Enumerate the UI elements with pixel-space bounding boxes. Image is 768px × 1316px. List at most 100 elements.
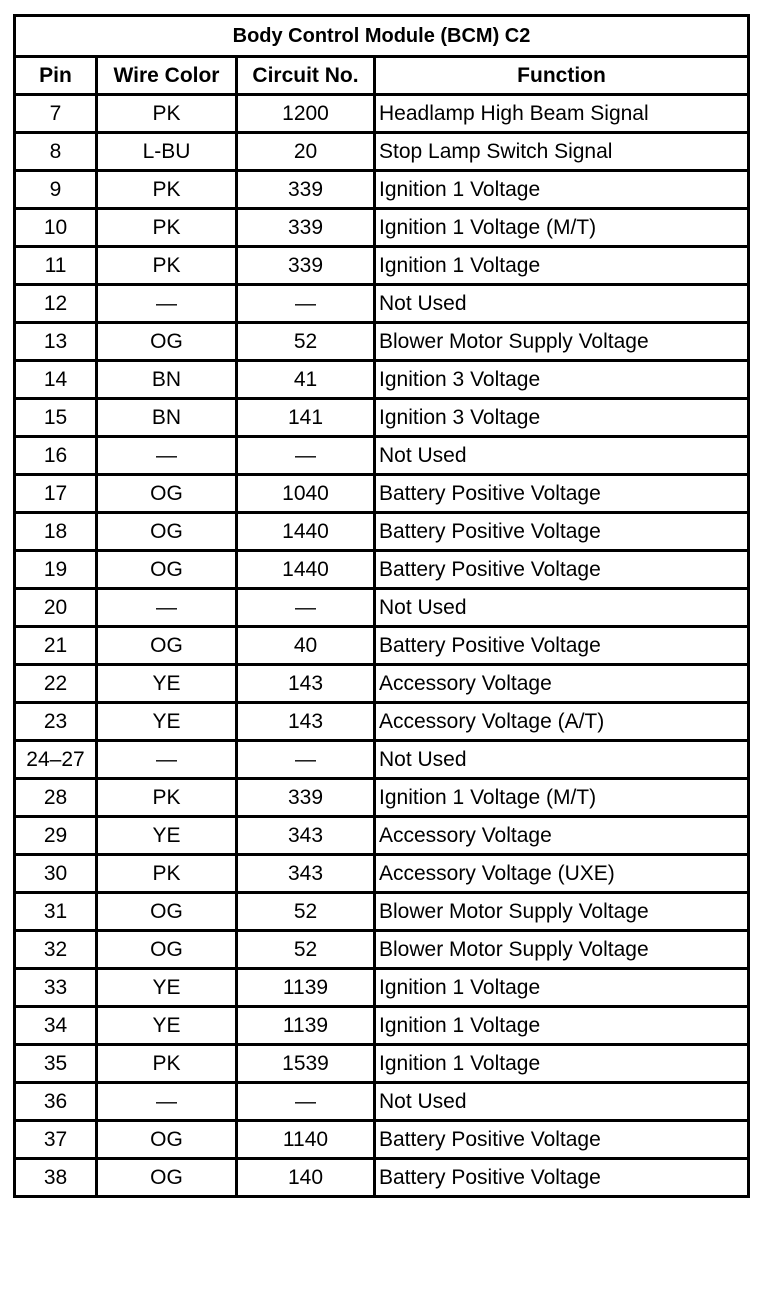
circuit-no-cell: — <box>235 739 376 780</box>
table-row: 23 YE 143 Accessory Voltage (A/T) <box>13 701 750 742</box>
table-row: 37 OG 1140 Battery Positive Voltage <box>13 1119 750 1160</box>
table-title: Body Control Module (BCM) C2 <box>13 14 750 58</box>
pin-cell: 23 <box>13 701 98 742</box>
wire-color-cell: OG <box>95 549 238 590</box>
function-cell: Ignition 3 Voltage <box>373 359 750 400</box>
wire-color-cell: OG <box>95 511 238 552</box>
wire-color-cell: YE <box>95 663 238 704</box>
wire-color-cell: OG <box>95 1119 238 1160</box>
pin-cell: 29 <box>13 815 98 856</box>
function-cell: Battery Positive Voltage <box>373 511 750 552</box>
table-row: 38 OG 140 Battery Positive Voltage <box>13 1157 750 1198</box>
pin-cell: 9 <box>13 169 98 210</box>
connector-pinout-table: Body Control Module (BCM) C2 Pin Wire Co… <box>13 14 750 1198</box>
table-row: 21 OG 40 Battery Positive Voltage <box>13 625 750 666</box>
table-row: 34 YE 1139 Ignition 1 Voltage <box>13 1005 750 1046</box>
pin-cell: 33 <box>13 967 98 1008</box>
title-row: Body Control Module (BCM) C2 <box>13 14 750 58</box>
pin-cell: 20 <box>13 587 98 628</box>
circuit-no-cell: 52 <box>235 891 376 932</box>
pin-cell: 18 <box>13 511 98 552</box>
circuit-no-cell: — <box>235 587 376 628</box>
circuit-no-cell: 52 <box>235 929 376 970</box>
pin-cell: 32 <box>13 929 98 970</box>
pin-cell: 8 <box>13 131 98 172</box>
wire-color-cell: BN <box>95 359 238 400</box>
table-row: 22 YE 143 Accessory Voltage <box>13 663 750 704</box>
table-row: 18 OG 1440 Battery Positive Voltage <box>13 511 750 552</box>
table-row: 9 PK 339 Ignition 1 Voltage <box>13 169 750 210</box>
function-cell: Battery Positive Voltage <box>373 473 750 514</box>
table-row: 10 PK 339 Ignition 1 Voltage (M/T) <box>13 207 750 248</box>
pin-cell: 31 <box>13 891 98 932</box>
function-cell: Accessory Voltage <box>373 815 750 856</box>
wire-color-cell: PK <box>95 777 238 818</box>
wire-color-cell: YE <box>95 967 238 1008</box>
circuit-no-cell: 339 <box>235 777 376 818</box>
wire-color-cell: L-BU <box>95 131 238 172</box>
function-cell: Battery Positive Voltage <box>373 1119 750 1160</box>
table-row: 14 BN 41 Ignition 3 Voltage <box>13 359 750 400</box>
wire-color-cell: — <box>95 587 238 628</box>
circuit-no-cell: 52 <box>235 321 376 362</box>
table-row: 16— — Not Used <box>13 435 750 476</box>
pin-cell: 7 <box>13 93 98 134</box>
circuit-no-cell: 339 <box>235 207 376 248</box>
pin-cell: 37 <box>13 1119 98 1160</box>
circuit-no-cell: 140 <box>235 1157 376 1198</box>
wire-color-cell: PK <box>95 1043 238 1084</box>
wire-color-cell: YE <box>95 1005 238 1046</box>
wire-color-cell: — <box>95 1081 238 1122</box>
function-cell: Blower Motor Supply Voltage <box>373 929 750 970</box>
pin-cell: 28 <box>13 777 98 818</box>
function-cell: Ignition 1 Voltage <box>373 1043 750 1084</box>
circuit-no-cell: 1200 <box>235 93 376 134</box>
function-cell: Ignition 1 Voltage <box>373 245 750 286</box>
table-body: 7 PK 1200 Headlamp High Beam Signal 8 L-BU 20 S… <box>13 93 750 1198</box>
function-cell: Blower Motor Supply Voltage <box>373 891 750 932</box>
circuit-no-cell: 1440 <box>235 511 376 552</box>
circuit-no-cell: — <box>235 283 376 324</box>
wire-color-cell: — <box>95 435 238 476</box>
wire-color-cell: YE <box>95 701 238 742</box>
table-row: 17 OG 1040 Battery Positive Voltage <box>13 473 750 514</box>
table-row: 8 L-BU 20 Stop Lamp Switch Signal <box>13 131 750 172</box>
circuit-no-cell: 141 <box>235 397 376 438</box>
pin-cell: 16 <box>13 435 98 476</box>
function-cell: Accessory Voltage (UXE) <box>373 853 750 894</box>
wire-color-cell: OG <box>95 891 238 932</box>
circuit-no-cell: 339 <box>235 169 376 210</box>
pin-cell: 22 <box>13 663 98 704</box>
function-cell: Accessory Voltage <box>373 663 750 704</box>
table-row: 11 PK 339 Ignition 1 Voltage <box>13 245 750 286</box>
table-row: 7 PK 1200 Headlamp High Beam Signal <box>13 93 750 134</box>
function-cell: Not Used <box>373 435 750 476</box>
function-cell: Not Used <box>373 587 750 628</box>
wire-color-cell: — <box>95 283 238 324</box>
circuit-no-cell: 1040 <box>235 473 376 514</box>
wire-color-cell: OG <box>95 473 238 514</box>
circuit-no-cell: 20 <box>235 131 376 172</box>
circuit-no-cell: 1539 <box>235 1043 376 1084</box>
function-cell: Ignition 1 Voltage <box>373 967 750 1008</box>
circuit-no-cell: 1139 <box>235 1005 376 1046</box>
pin-cell: 24–27 <box>13 739 98 780</box>
table-row: 33 YE 1139 Ignition 1 Voltage <box>13 967 750 1008</box>
wire-color-cell: OG <box>95 321 238 362</box>
function-cell: Blower Motor Supply Voltage <box>373 321 750 362</box>
function-cell: Ignition 3 Voltage <box>373 397 750 438</box>
circuit-no-cell: 343 <box>235 853 376 894</box>
wire-color-cell: PK <box>95 169 238 210</box>
pin-cell: 13 <box>13 321 98 362</box>
function-cell: Battery Positive Voltage <box>373 1157 750 1198</box>
table-row: 30 PK 343 Accessory Voltage (UXE) <box>13 853 750 894</box>
header-wire-color: Wire Color <box>95 55 238 96</box>
pin-cell: 21 <box>13 625 98 666</box>
table-row: 24–27— — Not Used <box>13 739 750 780</box>
pin-cell: 34 <box>13 1005 98 1046</box>
function-cell: Not Used <box>373 283 750 324</box>
table-row: 36— — Not Used <box>13 1081 750 1122</box>
table-row: 32 OG 52 Blower Motor Supply Voltage <box>13 929 750 970</box>
function-cell: Battery Positive Voltage <box>373 549 750 590</box>
table-row: 12— — Not Used <box>13 283 750 324</box>
